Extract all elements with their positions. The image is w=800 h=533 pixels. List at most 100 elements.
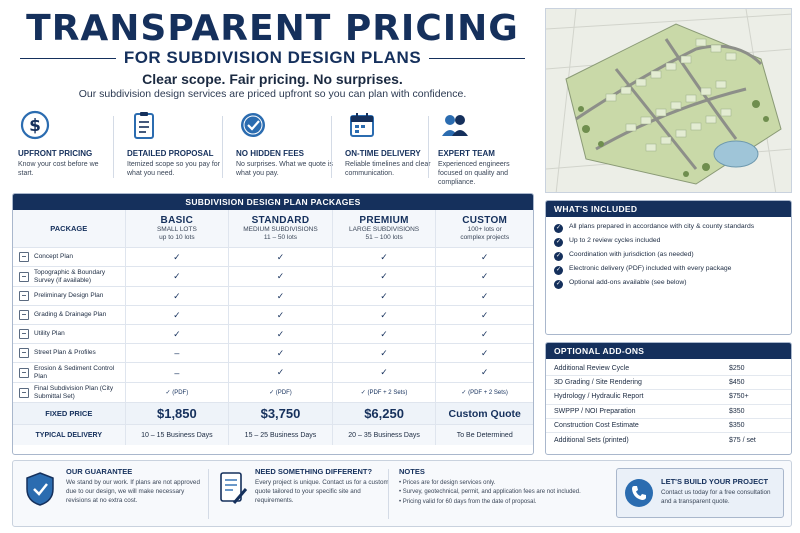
package-sub: MEDIUM SUBDIVISIONS: [243, 225, 318, 233]
package-basic: BASIC SMALL LOTS up to 10 lots: [126, 210, 230, 247]
addon-name: Construction Cost Estimate: [554, 421, 639, 429]
guarantee-section: OUR GUARANTEE We stand by our work. If p…: [66, 467, 201, 505]
package-name: BASIC: [160, 214, 194, 226]
check-icon: ✓: [554, 266, 563, 275]
divider: [208, 469, 209, 519]
delivery-basic: 10 – 15 Business Days: [126, 425, 230, 445]
contact-cta[interactable]: LET'S BUILD YOUR PROJECT Contact us toda…: [616, 468, 784, 518]
check-icon: ✓: [554, 252, 563, 261]
table-cell: ✓: [333, 267, 437, 286]
plan-icon: [19, 291, 29, 301]
addon-price: $350: [729, 407, 745, 415]
table-row: Final Subdivision Plan (City Submittal S…: [13, 383, 533, 403]
list-item-text: Coordination with jurisdiction (as neede…: [569, 251, 694, 258]
feature-desc: No surprises. What we quote is what you …: [236, 161, 333, 178]
table-cell: ✓: [126, 248, 230, 266]
list-item: ✓ Optional add-ons available (see below): [554, 279, 783, 289]
feature-expert-team: EXPERT TEAM Experienced engineers focuse…: [438, 110, 530, 190]
divider: [429, 57, 525, 59]
price-basic: $1,850: [126, 403, 230, 424]
table-cell: ✓: [229, 306, 333, 324]
table-cell: ✓: [229, 363, 333, 382]
addon-name: Hydrology / Hydraulic Report: [554, 393, 644, 401]
package-sub: SMALL LOTS: [156, 225, 197, 233]
table-row: Preliminary Design Plan ✓ ✓ ✓ ✓: [13, 287, 533, 306]
table-row: Grading & Drainage Plan ✓ ✓ ✓ ✓: [13, 306, 533, 325]
price-row: FIXED PRICE $1,850 $3,750 $6,250 Custom …: [13, 403, 533, 425]
table-cell: ✓: [333, 363, 437, 382]
table-row: Erosion & Sediment Control Plan – ✓ ✓ ✓: [13, 363, 533, 383]
package-premium: PREMIUM LARGE SUBDIVISIONS 51 – 100 lots: [333, 210, 437, 247]
addon-row: Construction Cost Estimate $350: [546, 419, 791, 433]
tagline: Clear scope. Fair pricing. No surprises.: [142, 71, 403, 87]
table-cell: ✓: [480, 328, 489, 339]
dollar-icon: $: [20, 110, 50, 140]
list-item: ✓ All plans prepared in accordance with c…: [554, 223, 783, 233]
row-label: Street Plan & Profiles: [34, 349, 96, 357]
subdivision-site-map-image: [545, 8, 792, 193]
row-label: Topographic & Boundary Survey (if availa…: [34, 269, 106, 284]
divider: [113, 116, 114, 178]
table-cell: ✓: [480, 251, 489, 262]
table-cell: ✓: [229, 287, 333, 305]
table-row: Topographic & Boundary Survey (if availa…: [13, 267, 533, 287]
addon-row: SWPPP / NOI Preparation $350: [546, 405, 791, 419]
street-icon: [19, 348, 29, 358]
feature-desc: Reliable timelines and clear communicati…: [345, 161, 431, 178]
feature-title: DETAILED PROPOSAL: [127, 149, 214, 158]
addon-price: $750+: [729, 393, 749, 401]
addon-name: Additional Sets (printed): [554, 436, 629, 444]
clipboard-icon: [134, 112, 154, 139]
addon-price: $350: [729, 421, 745, 429]
row-label: Grading & Drainage Plan: [34, 311, 107, 319]
cta-title: LET'S BUILD YOUR PROJECT: [661, 477, 769, 486]
feature-desc: Experienced engineers focused on quality…: [438, 161, 510, 187]
list-item: ✓ Up to 2 review cycles included: [554, 237, 783, 247]
check-icon: ✓: [554, 224, 563, 233]
table-cell: ✓: [229, 267, 333, 286]
price-standard: $3,750: [229, 403, 333, 424]
addon-name: Additional Review Cycle: [554, 365, 630, 373]
table-cell: ✓: [126, 267, 230, 286]
note-item: Survey, geotechnical, permit, and applic…: [399, 488, 609, 497]
whats-included-panel: WHAT'S INCLUDED ✓ All plans prepared in a…: [545, 200, 792, 335]
addon-name: 3D Grading / Site Rendering: [554, 379, 642, 387]
document-icon: [19, 252, 29, 262]
table-cell: ✓: [333, 306, 437, 324]
bottom-info-strip: OUR GUARANTEE We stand by our work. If p…: [12, 460, 792, 527]
note-item: Prices are for design services only.: [399, 479, 609, 488]
divider: [222, 116, 223, 178]
table-cell: ✓: [229, 248, 333, 266]
table-cell: –: [126, 344, 230, 362]
phone-icon: [625, 479, 653, 507]
table-cell: ✓: [333, 287, 437, 305]
feature-no-hidden-fees: NO HIDDEN FEES No surprises. What we quo…: [236, 110, 334, 190]
row-label: Utility Plan: [34, 330, 65, 338]
delivery-row-label: TYPICAL DELIVERY: [13, 425, 126, 445]
badge-check-icon: [241, 113, 265, 137]
check-icon: ✓: [554, 280, 563, 289]
table-cell: ✓: [126, 306, 230, 324]
divider: [20, 57, 116, 59]
package-lots: complex projects: [460, 234, 510, 241]
erosion-icon: [19, 367, 29, 378]
table-row: Street Plan & Profiles – ✓ ✓ ✓: [13, 344, 533, 363]
notes-title: NOTES: [399, 467, 425, 476]
price-premium: $6,250: [333, 403, 437, 424]
team-icon: [442, 115, 468, 136]
divider: [388, 469, 389, 519]
table-cell: ✓: [126, 287, 230, 305]
package-lots: up to 10 lots: [159, 234, 195, 241]
different-title: NEED SOMETHING DIFFERENT?: [255, 467, 373, 476]
addon-row: 3D Grading / Site Rendering $450: [546, 376, 791, 391]
feature-title: EXPERT TEAM: [438, 149, 495, 158]
table-cell: ✓: [480, 347, 489, 358]
list-item-text: Optional add-ons available (see below): [569, 279, 687, 286]
delivery-premium: 20 – 35 Business Days: [333, 425, 437, 445]
check-icon: ✓: [554, 238, 563, 247]
package-name: PREMIUM: [359, 214, 409, 226]
document-edit-icon: [220, 472, 248, 504]
table-cell: ✓: [333, 248, 437, 266]
pricing-table: SUBDIVISION DESIGN PLAN PACKAGES PACKAGE…: [12, 193, 534, 455]
divider: [428, 116, 429, 178]
